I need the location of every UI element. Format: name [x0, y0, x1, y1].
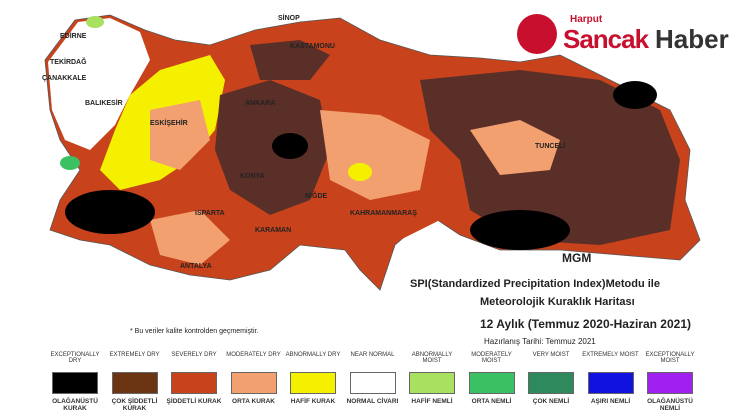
legend-label-tr: ŞİDDETLİ KURAK	[166, 398, 222, 405]
place-label: TEKİRDAĞ	[50, 57, 87, 66]
legend-label-tr: NORMAL CİVARI	[346, 398, 399, 405]
legend-label-tr: HAFİF KURAK	[290, 398, 336, 405]
title-line: 12 Aylık (Temmuz 2020-Haziran 2021)	[480, 317, 691, 331]
note: * Bu veriler kalite kontrolden geçmemişt…	[130, 328, 259, 335]
title-line: Meteorolojik Kuraklık Haritası	[480, 296, 635, 308]
abnormally-dry-area	[348, 163, 372, 181]
place-label: ANKARA	[245, 100, 275, 107]
legend-label-en: EXTREMELY MOIST	[582, 352, 639, 358]
near-normal-area	[48, 18, 150, 150]
place-label: EDİRNE	[60, 32, 87, 40]
legend-label-tr: AŞIRI NEMLİ	[590, 398, 631, 405]
legend-label-en: SEVERELY DRY	[171, 352, 217, 358]
extremely-dry-area	[250, 40, 330, 80]
credit: MGM	[562, 251, 591, 265]
abnormally-moist-area	[60, 156, 80, 170]
legend-swatch	[230, 372, 277, 394]
legend-swatch	[409, 372, 455, 394]
legend-label-tr: HAFİF NEMLİ	[411, 398, 453, 405]
legend-swatch	[290, 372, 336, 394]
moderately-dry-area	[320, 110, 430, 200]
legend-label-en: MODERATELY MOIST	[471, 352, 512, 364]
legend-label-tr: OLAĞANÜSTÜ NEMLİ	[647, 398, 693, 412]
place-label: ANTALYA	[180, 263, 212, 270]
legend-label-en: MODERATELY DRY	[226, 352, 281, 358]
legend-swatch	[349, 372, 396, 394]
map: SİNOP EDİRNE TEKİRDAĞ ÇANAKKALE BALIKESİR KAS…	[42, 14, 701, 291]
legend-label-en: EXCEPTIONALLY DRY	[50, 352, 100, 364]
moderately-dry-area	[150, 100, 210, 170]
legend-swatch	[528, 372, 574, 394]
legend-label-en: NEAR NORMAL	[350, 352, 395, 358]
legend-label-tr: OLAĞANÜSTÜ KURAK	[52, 398, 98, 412]
exceptionally-dry-area	[470, 210, 570, 250]
legend-swatch	[587, 372, 634, 394]
place-label: ÇANAKKALE	[42, 75, 87, 82]
legend-label-en: EXCEPTIONALLY MOIST	[645, 352, 695, 364]
legend-swatch	[52, 372, 98, 394]
place-label: KONYA	[240, 173, 265, 180]
legend-label-en: VERY MOIST	[532, 352, 570, 358]
place-label: ISPARTA	[195, 210, 225, 217]
legend-label-tr: ÇOK ŞİDDETLİ KURAK	[111, 398, 158, 412]
legend-swatch	[647, 372, 693, 394]
legend-label-en: ABNORMALLY DRY	[285, 352, 341, 358]
logo-icon	[517, 14, 557, 54]
exceptionally-dry-area	[65, 190, 155, 234]
place-label: TUNCELİ	[535, 142, 565, 150]
legend-label-tr: ÇOK NEMLİ	[532, 398, 570, 405]
logo-right: Haber	[655, 24, 729, 54]
place-label: NİĞDE	[305, 191, 328, 200]
legend-swatch	[111, 372, 158, 394]
moderately-dry-area	[470, 120, 560, 175]
place-label: SİNOP	[278, 14, 300, 22]
legend-swatch	[468, 372, 515, 394]
legend-label-en: EXTREMELY DRY	[109, 352, 160, 358]
logo-top: Harput	[570, 14, 603, 25]
legend-label-tr: ORTA KURAK	[232, 398, 275, 405]
exceptionally-dry-area	[272, 133, 308, 159]
severely-dry-area	[380, 195, 440, 240]
logo: Harput Sancak Haber	[515, 12, 737, 58]
place-label: BALIKESİR	[85, 99, 123, 107]
place-label: KAHRAMANMARAŞ	[350, 210, 417, 217]
legend-label-tr: ORTA NEMLİ	[471, 398, 512, 405]
moderately-dry-area	[150, 210, 230, 265]
legend-swatch	[171, 372, 217, 394]
legend-label-en: ABNORMALLY MOIST	[411, 352, 453, 364]
exceptionally-dry-area	[613, 81, 657, 109]
place-label: KASTAMONU	[290, 43, 335, 50]
place-label: ESKİŞEHİR	[150, 119, 188, 127]
logo-left: Sancak	[563, 24, 649, 54]
place-label: KARAMAN	[255, 227, 291, 234]
abnormally-moist-area	[86, 16, 104, 28]
date: Hazırlanış Tarihi: Temmuz 2021	[484, 337, 596, 346]
title-line: SPI(Standardized Precipitation Index)Met…	[410, 278, 660, 290]
place-labels: SİNOP EDİRNE TEKİRDAĞ ÇANAKKALE BALIKESİR KAS…	[42, 14, 565, 270]
